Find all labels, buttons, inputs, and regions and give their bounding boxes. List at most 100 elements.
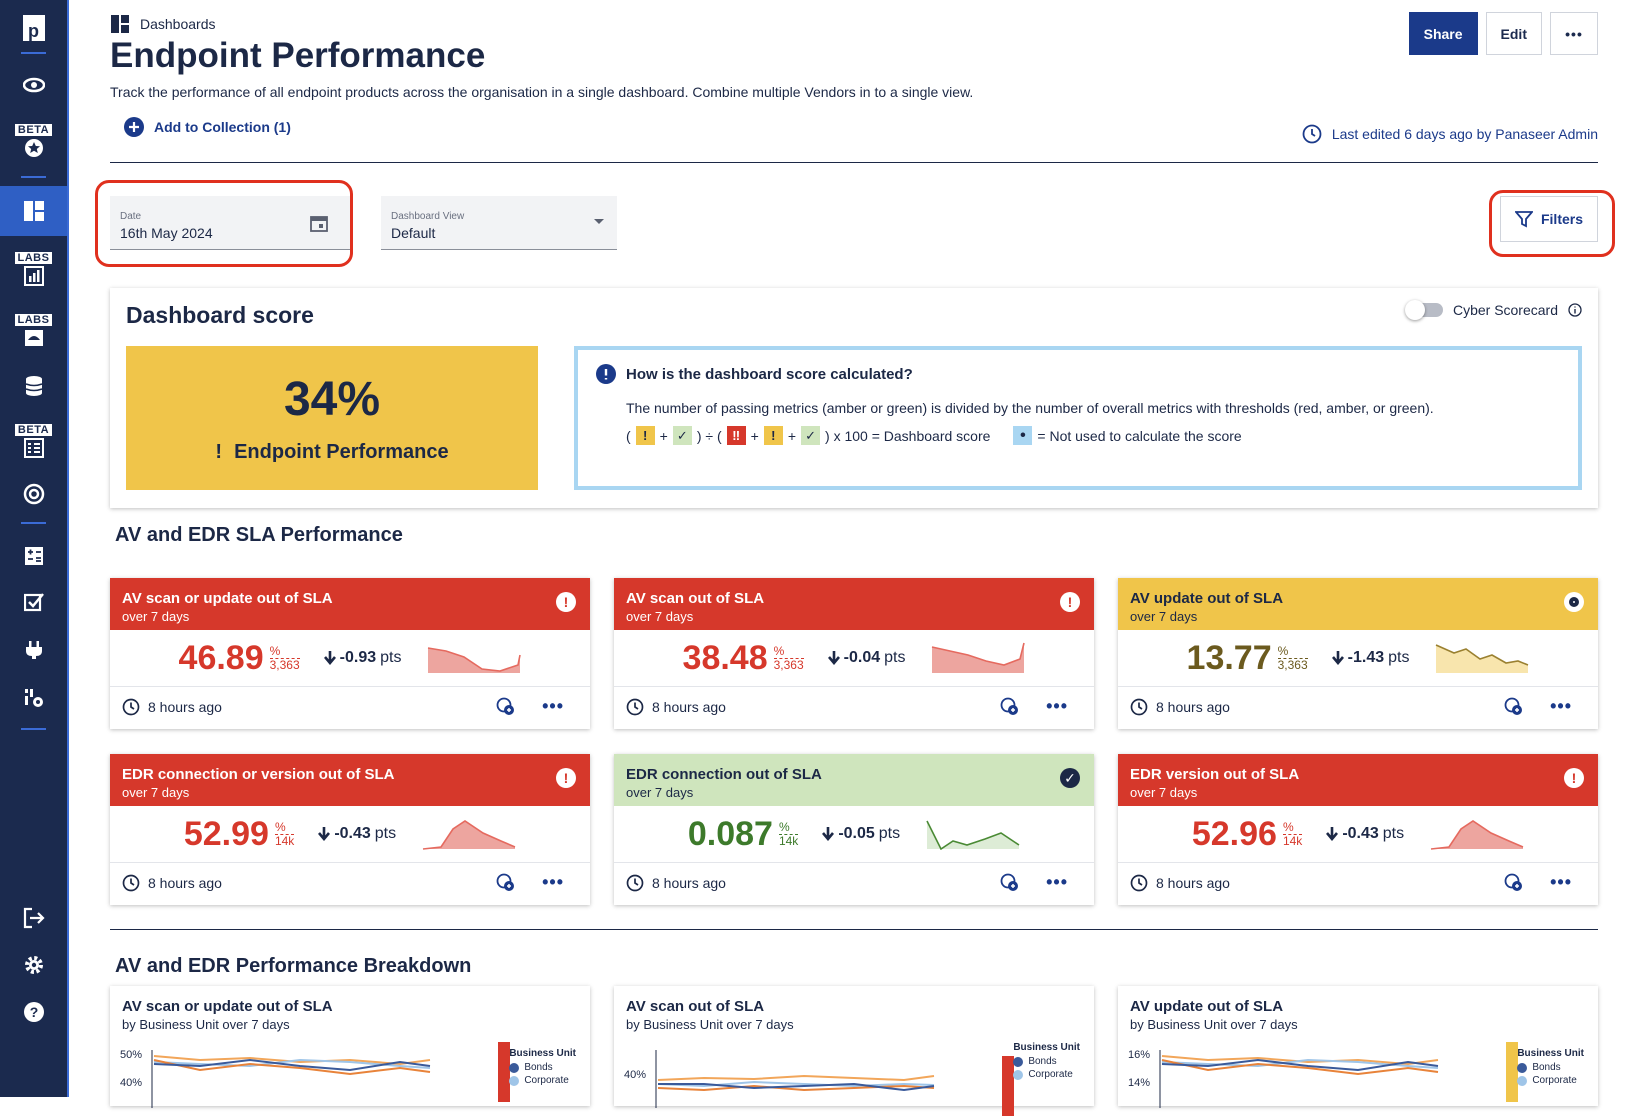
info-text: The number of passing metrics (amber or …	[626, 400, 1434, 416]
sidebar-item-settings[interactable]	[0, 945, 67, 985]
clock-icon	[1302, 124, 1322, 144]
kpi-card[interactable]: EDR version out of SLA over 7 days ! 52.…	[1118, 754, 1598, 905]
drilldown-icon[interactable]	[496, 697, 516, 717]
legend-label: Bonds	[1532, 1062, 1561, 1073]
legend-item[interactable]: Corporate	[1517, 1075, 1584, 1086]
sidebar-item-integrations[interactable]	[0, 630, 67, 670]
date-picker[interactable]: Date 16th May 2024	[110, 196, 350, 250]
kpi-more-button[interactable]: •••	[542, 872, 564, 892]
legend-item[interactable]: Corporate	[1013, 1069, 1080, 1080]
sidebar-item-dashboards[interactable]	[0, 186, 67, 236]
breakdown-chart-card[interactable]: AV update out of SLA by Business Unit ov…	[1118, 986, 1598, 1108]
cyber-scorecard-toggle[interactable]	[1404, 300, 1443, 320]
legend-item[interactable]: Bonds	[1013, 1056, 1080, 1067]
drilldown-icon[interactable]	[1000, 873, 1020, 893]
filters-button[interactable]: Filters	[1499, 196, 1598, 242]
breakdown-chart-card[interactable]: AV scan out of SLA by Business Unit over…	[614, 986, 1094, 1116]
sidebar-separator	[21, 52, 46, 54]
series-line	[1161, 1059, 1439, 1076]
share-button[interactable]: Share	[1408, 12, 1478, 55]
logout-icon	[23, 907, 45, 929]
dashboard-view-select[interactable]: Dashboard View Default	[381, 196, 617, 250]
kpi-unit: %	[1282, 820, 1303, 835]
legend-label: Corporate	[524, 1075, 569, 1086]
line-chart: 50% 40%	[120, 1049, 431, 1108]
legend-label: Corporate	[1532, 1075, 1577, 1086]
kpi-card[interactable]: AV scan out of SLA over 7 days ! 38.48 %…	[614, 578, 1094, 729]
edit-button[interactable]: Edit	[1485, 12, 1542, 55]
sidebar-item-help[interactable]: ?	[0, 992, 67, 1032]
kpi-card[interactable]: AV scan or update out of SLA over 7 days…	[110, 578, 590, 729]
info-title: How is the dashboard score calculated?	[626, 365, 913, 383]
legend-label: Bonds	[1028, 1056, 1057, 1067]
kpi-more-button[interactable]: •••	[1550, 696, 1572, 716]
kpi-card[interactable]: EDR connection out of SLA over 7 days ✓ …	[614, 754, 1094, 905]
chart-subtitle: by Business Unit over 7 days	[626, 1017, 794, 1032]
kpi-body: 52.96 % 14k -0.43 pts	[1118, 806, 1598, 862]
kpi-card[interactable]: EDR connection or version out of SLA ove…	[110, 754, 590, 905]
legend-item[interactable]: Corporate	[509, 1075, 576, 1086]
breakdown-chart-card[interactable]: AV scan or update out of SLA by Business…	[110, 986, 590, 1108]
kpi-sparkline	[926, 820, 1020, 850]
breadcrumb[interactable]: Dashboards	[110, 14, 216, 34]
bar-chart-icon	[23, 266, 44, 286]
kpi-more-button[interactable]: •••	[542, 696, 564, 716]
add-to-collection-button[interactable]: Add to Collection (1)	[124, 117, 291, 137]
breadcrumb-label: Dashboards	[140, 16, 216, 32]
svg-text:?: ?	[29, 1004, 38, 1020]
legend-item[interactable]: Bonds	[509, 1062, 576, 1073]
alert-status-icon: !	[1564, 768, 1584, 788]
kpi-title: AV scan out of SLA	[626, 590, 765, 607]
kpi-more-button[interactable]: •••	[1046, 696, 1068, 716]
gauge-icon	[24, 330, 43, 346]
more-options-button[interactable]: •••	[1550, 12, 1598, 55]
kpi-fraction: % 14k	[778, 820, 799, 848]
sidebar-item-labs-explore[interactable]: LABS	[0, 306, 67, 356]
sidebar-item-data[interactable]	[0, 366, 67, 406]
sidebar-item-beta-reports[interactable]: BETA	[0, 416, 67, 466]
sidebar-item-overview[interactable]	[0, 64, 67, 106]
help-icon: ?	[23, 1002, 44, 1022]
legend-item[interactable]: Bonds	[1517, 1062, 1584, 1073]
kpi-card[interactable]: AV update out of SLA over 7 days 13.77 %…	[1118, 578, 1598, 729]
dashboard-score-card: Dashboard score Cyber Scorecard 34% ! End…	[110, 288, 1598, 508]
chevron-down-icon	[594, 219, 604, 224]
drilldown-icon[interactable]	[496, 873, 516, 893]
calendar-icon[interactable]	[310, 214, 328, 232]
kpi-subtitle: over 7 days	[626, 785, 694, 800]
line-chart: 16% 14%	[1128, 1049, 1439, 1108]
kpi-body: 38.48 % 3,363 -0.04 pts	[614, 630, 1094, 686]
info-icon[interactable]	[1568, 303, 1582, 317]
kpi-sparkline	[932, 642, 1026, 673]
kpi-sparkline	[1431, 820, 1524, 850]
sidebar-item-beta-ratings[interactable]: BETA	[0, 116, 67, 166]
star-badge-icon	[24, 139, 43, 157]
last-edited: Last edited 6 days ago by Panaseer Admin	[1302, 124, 1598, 144]
drilldown-icon[interactable]	[1504, 697, 1524, 717]
kpi-timestamp: 8 hours ago	[1130, 698, 1230, 716]
kpi-subtitle: over 7 days	[1130, 785, 1198, 800]
kpi-denominator: 3,363	[1277, 657, 1308, 672]
chart-title: AV scan out of SLA	[626, 998, 765, 1015]
drilldown-icon[interactable]	[1504, 873, 1524, 893]
legend-title: Business Unit	[1013, 1042, 1080, 1053]
checkbox-icon	[23, 593, 44, 612]
kpi-more-button[interactable]: •••	[1046, 872, 1068, 892]
section-title-sla: AV and EDR SLA Performance	[115, 524, 403, 546]
kpi-more-button[interactable]: •••	[1550, 872, 1572, 892]
kpi-title: EDR connection out of SLA	[626, 766, 822, 783]
drilldown-icon[interactable]	[1000, 697, 1020, 717]
kpi-value: 13.77	[1186, 638, 1272, 677]
sidebar-item-calculator[interactable]	[0, 536, 67, 576]
sidebar-item-targets[interactable]	[0, 474, 67, 514]
kpi-footer: 8 hours ago •••	[614, 686, 1094, 726]
sidebar-item-logout[interactable]	[0, 898, 67, 938]
settings-chart-icon	[24, 689, 43, 707]
kpi-sparkline	[423, 820, 516, 850]
sidebar-item-labs-analytics[interactable]: LABS	[0, 244, 67, 294]
kpi-subtitle: over 7 days	[122, 785, 190, 800]
kpi-value: 52.99	[183, 814, 269, 853]
panaseer-logo[interactable]: p	[0, 8, 67, 48]
sidebar-item-admin-settings[interactable]	[0, 678, 67, 718]
sidebar-item-tasks[interactable]	[0, 582, 67, 622]
